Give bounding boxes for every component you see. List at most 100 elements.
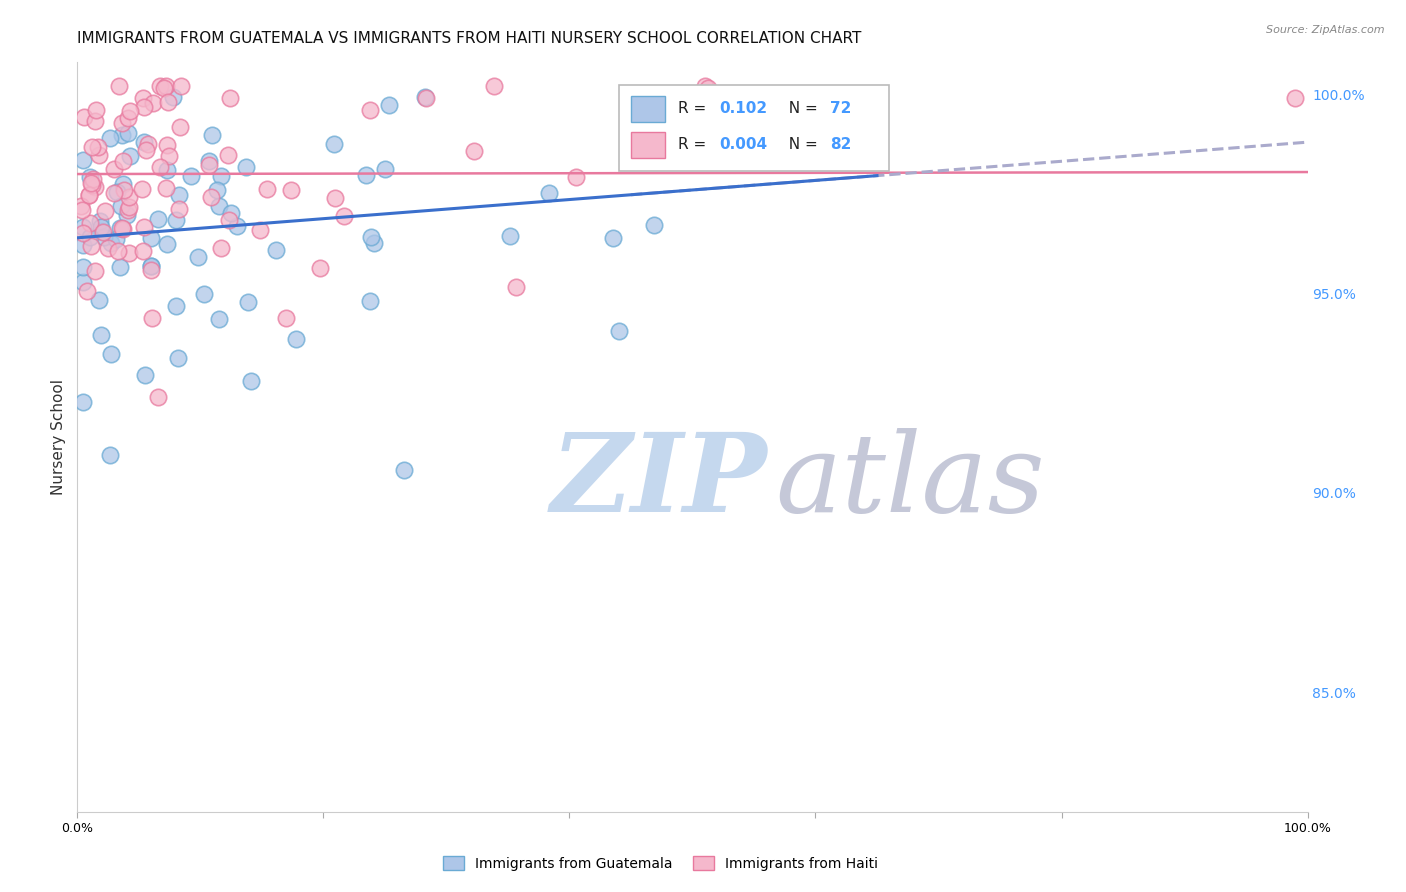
Point xyxy=(79,216,101,230)
Point xyxy=(97,241,120,255)
Point xyxy=(564,169,586,184)
Point xyxy=(166,351,188,365)
Point xyxy=(111,222,134,236)
Point xyxy=(79,187,101,202)
Point xyxy=(354,168,377,182)
Point xyxy=(139,260,162,274)
Point xyxy=(378,97,401,112)
FancyBboxPatch shape xyxy=(619,85,890,171)
Point xyxy=(169,187,191,202)
Point xyxy=(218,213,240,227)
Point xyxy=(363,235,385,250)
Point xyxy=(256,182,278,196)
Point xyxy=(86,140,108,154)
Point xyxy=(333,209,356,223)
Point xyxy=(100,347,122,361)
Point xyxy=(72,276,94,290)
Point xyxy=(170,79,193,94)
Point xyxy=(193,287,215,301)
Point xyxy=(157,149,180,163)
Point xyxy=(200,189,222,203)
Point xyxy=(111,116,134,130)
Point xyxy=(80,176,103,190)
Point xyxy=(274,310,297,325)
Text: N =: N = xyxy=(779,137,823,153)
Point xyxy=(70,202,93,217)
Point xyxy=(89,214,111,228)
Point xyxy=(235,160,257,174)
Point xyxy=(93,225,115,239)
Point xyxy=(146,391,169,405)
Text: 82: 82 xyxy=(831,137,852,153)
Point xyxy=(602,231,624,245)
Text: R =: R = xyxy=(678,137,716,153)
Point xyxy=(94,203,117,218)
Point xyxy=(105,232,128,246)
Point xyxy=(82,178,104,192)
Point xyxy=(482,79,505,94)
Point xyxy=(79,170,101,185)
Point xyxy=(90,219,112,234)
Text: IMMIGRANTS FROM GUATEMALA VS IMMIGRANTS FROM HAITI NURSERY SCHOOL CORRELATION CH: IMMIGRANTS FROM GUATEMALA VS IMMIGRANTS … xyxy=(77,31,862,46)
Point xyxy=(374,162,396,177)
Point xyxy=(112,183,135,197)
Point xyxy=(155,181,177,195)
Point xyxy=(84,103,107,117)
Point xyxy=(658,154,681,169)
Point xyxy=(131,182,153,196)
Text: 0.004: 0.004 xyxy=(720,137,768,153)
Point xyxy=(157,95,180,110)
Point xyxy=(132,219,155,234)
Point xyxy=(142,96,165,111)
Point xyxy=(120,103,142,118)
Point xyxy=(209,241,232,255)
Point xyxy=(118,201,141,215)
Point xyxy=(83,264,105,278)
Point xyxy=(149,79,172,94)
Point xyxy=(201,128,224,142)
Point xyxy=(697,81,720,95)
Point xyxy=(219,206,242,220)
Point xyxy=(84,180,107,194)
Point xyxy=(149,161,172,175)
Point xyxy=(117,112,139,126)
Point xyxy=(72,153,94,167)
Point xyxy=(643,219,665,233)
Point xyxy=(217,147,239,161)
Point xyxy=(84,114,107,128)
Point xyxy=(165,213,187,227)
Point xyxy=(141,311,163,326)
Point xyxy=(132,136,155,150)
Point xyxy=(76,284,98,298)
Point xyxy=(225,219,247,233)
Point xyxy=(505,280,527,294)
Point xyxy=(136,137,159,152)
Point xyxy=(72,110,94,124)
Point xyxy=(359,103,381,117)
Point xyxy=(211,169,233,183)
Point xyxy=(87,293,110,307)
Point xyxy=(156,237,179,252)
Point xyxy=(108,220,131,235)
Point xyxy=(359,294,381,309)
Point xyxy=(115,208,138,222)
Point xyxy=(322,137,344,152)
Point xyxy=(238,294,260,309)
FancyBboxPatch shape xyxy=(631,96,665,121)
Point xyxy=(249,223,271,237)
Point xyxy=(87,147,110,161)
Point xyxy=(135,144,157,158)
Point xyxy=(463,144,485,158)
Point xyxy=(70,198,93,212)
Point xyxy=(499,228,522,243)
Point xyxy=(93,230,115,244)
Point xyxy=(139,259,162,273)
Point xyxy=(98,448,121,462)
Point xyxy=(79,229,101,244)
Point xyxy=(1284,91,1306,105)
Y-axis label: Nursery School: Nursery School xyxy=(51,379,66,495)
Point xyxy=(240,374,263,388)
Point xyxy=(198,158,221,172)
Point xyxy=(108,79,131,94)
Point xyxy=(98,131,121,145)
